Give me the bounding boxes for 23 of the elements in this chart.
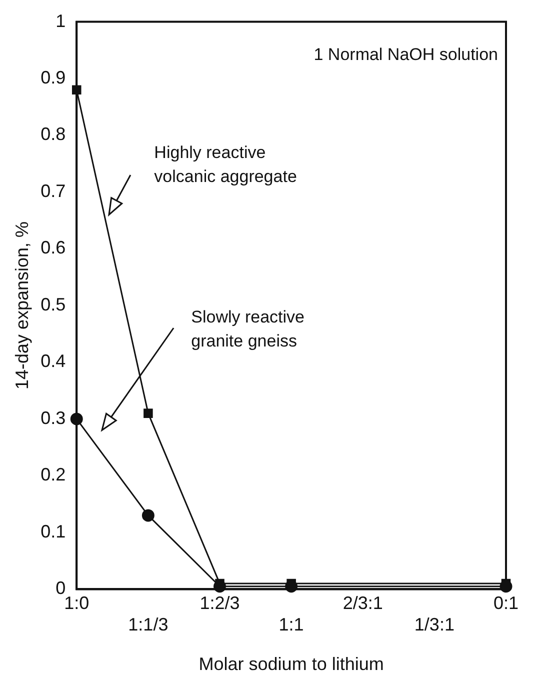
y-tick-label: 0.5	[40, 294, 66, 314]
y-tick-label: 1	[56, 10, 66, 31]
x-tick-label: 1:1/3	[128, 614, 168, 635]
annotation: Slowly reactive granite gneiss	[191, 308, 304, 351]
y-tick-label: 0.6	[40, 238, 66, 258]
x-tick-label: 1:0	[64, 592, 90, 613]
y-tick-label: 0.8	[40, 124, 66, 144]
y-axis-title: 14-day expansion, %	[12, 221, 32, 390]
annotation: 1 Normal NaOH solution	[314, 44, 498, 64]
x-tick-label: 0:1	[493, 592, 519, 613]
annotation: Highly reactive volcanic aggregate	[154, 142, 297, 186]
y-tick-label: 0.1	[40, 521, 66, 542]
y-tick-label: 0.4	[40, 351, 66, 372]
x-tick-label: 1:1	[278, 614, 304, 635]
x-axis-title: Molar sodium to lithium	[198, 654, 384, 674]
x-tick-label: 1:2/3	[200, 592, 240, 613]
x-tick-label: 2/3:1	[342, 592, 383, 613]
y-tick-label: 0.7	[40, 180, 66, 201]
y-tick-label: 0.9	[40, 68, 66, 88]
y-tick-label: 0.2	[40, 464, 66, 485]
y-tick-label: 0.3	[40, 408, 66, 428]
x-tick-label: 1/3:1	[414, 614, 454, 635]
y-tick-label: 0	[56, 578, 66, 598]
